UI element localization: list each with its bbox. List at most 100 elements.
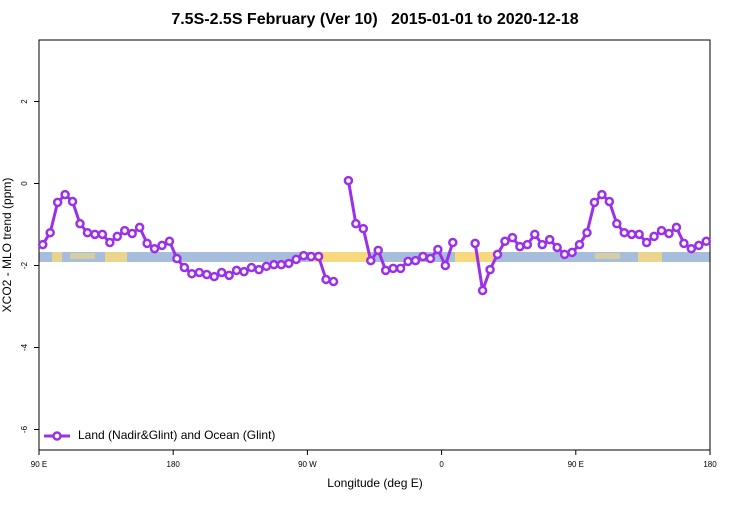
point	[216, 267, 227, 278]
land-band	[52, 252, 62, 262]
point	[380, 265, 391, 276]
point	[75, 218, 85, 229]
land-band	[455, 252, 495, 262]
point	[202, 269, 212, 280]
point	[440, 260, 451, 271]
point	[530, 229, 540, 240]
point	[485, 264, 495, 275]
point	[298, 250, 309, 261]
point	[597, 189, 607, 200]
legend-marker	[52, 431, 62, 441]
point	[291, 254, 301, 265]
x-tick-label: 180	[167, 460, 181, 469]
point	[45, 227, 55, 238]
point	[90, 229, 100, 240]
point	[321, 274, 331, 285]
point	[515, 241, 525, 252]
point	[589, 197, 600, 208]
point	[552, 242, 562, 253]
point	[172, 253, 182, 264]
point	[433, 244, 443, 255]
legend-label: Land (Nadir&Glint) and Ocean (Glint)	[78, 428, 275, 442]
x-tick-label: 90 E	[31, 460, 47, 469]
point	[671, 222, 682, 233]
point	[544, 234, 555, 245]
point	[60, 189, 70, 200]
point	[276, 259, 287, 270]
point	[425, 253, 436, 264]
point	[97, 229, 108, 240]
point	[343, 175, 354, 186]
point	[284, 258, 294, 269]
y-tick-label: -2	[20, 261, 29, 269]
land-band	[70, 253, 95, 259]
point	[522, 239, 533, 250]
point	[269, 259, 279, 270]
point	[604, 196, 615, 207]
x-tick-label: 180	[703, 460, 717, 469]
point	[612, 218, 622, 229]
point	[448, 237, 458, 248]
point	[52, 197, 63, 208]
land-band	[310, 252, 370, 262]
point	[254, 264, 264, 275]
point	[395, 263, 406, 274]
point	[164, 236, 175, 247]
point	[261, 261, 272, 272]
point	[351, 218, 361, 229]
point	[119, 225, 130, 236]
point	[537, 239, 547, 250]
plot-frame	[38, 39, 711, 451]
point	[105, 237, 115, 248]
land-band	[105, 252, 127, 262]
point	[134, 222, 145, 233]
point	[686, 243, 697, 254]
point	[67, 196, 78, 207]
point	[313, 251, 324, 262]
point	[418, 251, 428, 262]
point	[388, 263, 398, 274]
point	[574, 239, 585, 250]
point	[626, 229, 637, 240]
point	[224, 270, 234, 281]
point	[187, 268, 197, 279]
y-tick-label: -6	[20, 425, 29, 433]
y-tick-label: -4	[20, 343, 29, 351]
point	[656, 225, 667, 236]
x-tick-label: 0	[439, 460, 444, 469]
point	[127, 228, 137, 239]
x-axis-label: Longitude (deg E)	[327, 476, 422, 490]
point	[500, 236, 510, 247]
point	[306, 251, 316, 262]
point	[649, 231, 659, 242]
point	[679, 238, 689, 249]
point	[82, 227, 93, 238]
point	[641, 237, 652, 248]
point	[477, 285, 488, 296]
chart-title: 7.5S-2.5S February (Ver 10) 2015-01-01 t…	[171, 11, 578, 28]
point	[37, 239, 48, 250]
point	[582, 227, 592, 238]
y-tick-label: 0	[20, 181, 29, 186]
point	[246, 262, 257, 273]
point	[619, 227, 630, 238]
land-band	[638, 252, 662, 262]
point	[507, 232, 518, 243]
point	[410, 255, 421, 266]
point	[149, 243, 160, 254]
point	[328, 276, 339, 287]
point	[664, 228, 674, 239]
x-tick-label: 90 W	[298, 460, 317, 469]
x-tick-label: 90 E	[568, 460, 584, 469]
point	[366, 255, 376, 266]
point	[179, 262, 190, 273]
point	[470, 238, 480, 249]
point	[358, 223, 369, 234]
series-line	[41, 180, 707, 292]
point	[559, 249, 570, 260]
y-tick-label: 2	[20, 99, 29, 104]
point	[194, 267, 205, 278]
point	[157, 240, 167, 251]
y-axis-label: XCO2 - MLO trend (ppm)	[0, 178, 14, 313]
